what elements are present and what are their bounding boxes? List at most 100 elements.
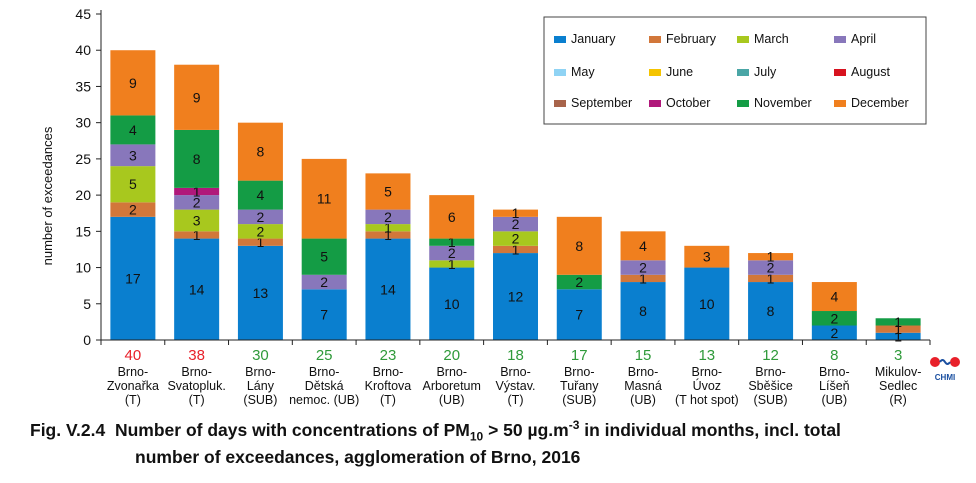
bar-value-label: 7 bbox=[575, 307, 583, 323]
bar-segment bbox=[811, 311, 857, 326]
bar-value-label: 5 bbox=[384, 183, 392, 199]
category-label: Úvoz bbox=[693, 378, 721, 393]
legend-swatch bbox=[834, 69, 846, 76]
total-label: 25 bbox=[316, 347, 333, 364]
caption-prefix: Fig. V.2.4 bbox=[30, 419, 106, 440]
category-label: (T) bbox=[380, 393, 396, 407]
legend-swatch bbox=[737, 100, 749, 107]
legend-swatch bbox=[834, 36, 846, 43]
bar-stack: 10 3 bbox=[684, 245, 730, 340]
bar-value-label: 17 bbox=[125, 270, 141, 286]
bar-segment bbox=[110, 50, 156, 116]
caption-line2: number of exceedances, agglomeration of … bbox=[135, 447, 581, 468]
category-label: (SUB) bbox=[562, 393, 596, 407]
y-tick-label: 45 bbox=[75, 6, 91, 22]
bar-segment bbox=[174, 187, 220, 196]
category-label: (R) bbox=[889, 393, 906, 407]
bar-segment bbox=[748, 274, 794, 283]
y-axis: 0 5 10 15 20 25 30 35 40 45 bbox=[75, 6, 102, 348]
bar-segment bbox=[174, 195, 220, 210]
bar-value-label: 8 bbox=[257, 144, 265, 160]
legend-label: December bbox=[851, 96, 909, 110]
bar-segment bbox=[875, 318, 921, 326]
bar-value-label: 1 bbox=[193, 227, 201, 243]
figure-caption: Fig. V.2.4 Number of days with concentra… bbox=[30, 415, 970, 468]
category-label: Lány bbox=[247, 379, 275, 393]
bar-segment bbox=[493, 253, 538, 340]
category-label: (UB) bbox=[630, 393, 656, 407]
category-label: Líšeň bbox=[819, 379, 850, 393]
bar-value-label: 4 bbox=[129, 122, 137, 138]
category-label: Brno- bbox=[181, 365, 212, 379]
category-label: Brno- bbox=[309, 365, 340, 379]
category-label: nemoc. (UB) bbox=[289, 393, 359, 407]
bar-value-label: 2 bbox=[639, 260, 647, 276]
category-label: Mikulov- bbox=[875, 365, 922, 379]
bar-segment bbox=[429, 267, 475, 340]
legend-swatch bbox=[834, 100, 846, 107]
caption-pm-subscript: 10 bbox=[469, 429, 484, 444]
bar-segment bbox=[237, 245, 283, 340]
legend-swatch bbox=[554, 69, 566, 76]
bar-segment bbox=[556, 274, 602, 290]
bar-segment bbox=[811, 282, 857, 312]
category-label: Brno- bbox=[118, 365, 149, 379]
bar-stacks: 1725349141321891312248725111411251012161… bbox=[110, 50, 921, 344]
bar-segment bbox=[174, 129, 220, 188]
legend-swatch bbox=[737, 36, 749, 43]
category-label: Brno- bbox=[373, 365, 404, 379]
bar-value-label: 2 bbox=[767, 260, 775, 276]
bar-segment bbox=[429, 238, 475, 246]
bar-segment bbox=[237, 180, 283, 210]
y-tick-label: 35 bbox=[75, 78, 91, 94]
bar-segment bbox=[365, 209, 411, 225]
category-label: Svatopluk. bbox=[167, 379, 225, 393]
y-tick-label: 5 bbox=[83, 296, 91, 312]
bar-segment bbox=[174, 209, 220, 232]
bar-value-label: 1 bbox=[384, 220, 392, 236]
category-label: Dětská bbox=[305, 379, 344, 393]
bar-segment bbox=[493, 209, 538, 217]
bar-value-label: 10 bbox=[444, 296, 460, 312]
bar-value-label: 10 bbox=[699, 296, 715, 312]
bar-value-label: 5 bbox=[129, 176, 137, 192]
category-label: Brno- bbox=[755, 365, 786, 379]
category-label: (UB) bbox=[821, 393, 847, 407]
caption-superscript: -3 bbox=[568, 418, 580, 432]
legend-item: February bbox=[649, 32, 717, 46]
bar-segment bbox=[110, 144, 156, 167]
category-label: Výstav. bbox=[495, 379, 535, 393]
bar-segment bbox=[556, 289, 602, 340]
category-label: (SUB) bbox=[243, 393, 277, 407]
legend-item: December bbox=[834, 96, 909, 110]
legend-label: July bbox=[754, 65, 777, 79]
total-label: 38 bbox=[188, 347, 205, 364]
legend-label: May bbox=[571, 65, 595, 79]
bar-value-label: 4 bbox=[639, 238, 647, 254]
total-label: 17 bbox=[571, 347, 588, 364]
bar-segment bbox=[493, 245, 538, 254]
bar-value-label: 4 bbox=[830, 289, 838, 305]
total-label: 30 bbox=[252, 347, 269, 364]
bar-stack: 7 2 8 bbox=[556, 216, 602, 340]
bar-segment bbox=[301, 238, 347, 275]
bar-segment bbox=[365, 238, 411, 340]
legend-item: November bbox=[737, 96, 812, 110]
bar-segment bbox=[429, 245, 475, 261]
bar-value-label: 12 bbox=[508, 289, 524, 305]
category-label: Tuřany bbox=[560, 379, 599, 393]
bar-value-label: 2 bbox=[512, 216, 520, 232]
bar-segment bbox=[237, 224, 283, 239]
bar-segment bbox=[429, 195, 475, 239]
bar-segment bbox=[684, 245, 730, 268]
category-label: Arboretum bbox=[423, 379, 481, 393]
bar-value-label: 1 bbox=[448, 234, 456, 250]
bar-value-label: 3 bbox=[193, 212, 201, 228]
y-axis-label: number of exceedances bbox=[40, 126, 55, 265]
bar-segment bbox=[110, 166, 156, 203]
bar-segment bbox=[684, 267, 730, 340]
bar-segment bbox=[110, 115, 156, 145]
caption-line1c: in individual months, incl. total bbox=[579, 419, 841, 440]
